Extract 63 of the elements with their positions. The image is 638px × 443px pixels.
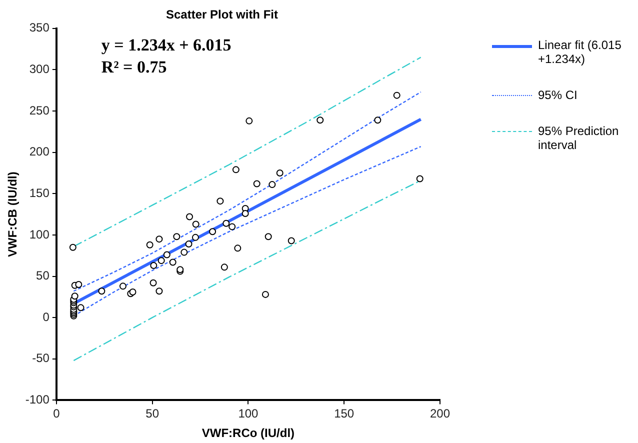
point bbox=[156, 236, 163, 243]
point bbox=[209, 228, 216, 236]
chart-title: Scatter Plot with Fit bbox=[166, 8, 278, 22]
y-axis-title: VWF:CB (IU/dl) bbox=[6, 172, 20, 257]
annotation: y = 1.234x + 6.015 bbox=[101, 35, 232, 54]
point bbox=[98, 288, 106, 295]
line-series bbox=[73, 91, 422, 292]
legend-label: Linear fit (6.015 +1.234x) bbox=[538, 38, 622, 66]
point bbox=[276, 169, 284, 176]
point bbox=[374, 116, 382, 124]
x-tick-label: 50 bbox=[146, 406, 160, 421]
point bbox=[228, 223, 236, 230]
point bbox=[180, 248, 188, 256]
point bbox=[150, 262, 158, 270]
y-tick-label: 50 bbox=[36, 268, 50, 283]
legend-label: 95% Prediction interval bbox=[538, 124, 620, 152]
point bbox=[77, 304, 84, 312]
point bbox=[69, 244, 76, 251]
point bbox=[71, 292, 78, 300]
point bbox=[222, 220, 230, 227]
point bbox=[119, 282, 126, 290]
point bbox=[268, 181, 276, 188]
point bbox=[192, 220, 200, 228]
point bbox=[173, 233, 180, 240]
y-tick-label: 300 bbox=[29, 62, 50, 76]
point bbox=[163, 251, 170, 258]
point bbox=[316, 116, 324, 124]
point bbox=[216, 198, 224, 205]
point bbox=[416, 175, 424, 182]
x-tick-label: 100 bbox=[238, 406, 259, 421]
point bbox=[264, 233, 272, 240]
point bbox=[186, 213, 194, 220]
point bbox=[246, 117, 253, 124]
y-tick-label: 200 bbox=[29, 144, 50, 159]
x-tick-label: 200 bbox=[430, 406, 450, 421]
point bbox=[234, 244, 242, 252]
point bbox=[242, 210, 249, 217]
x-tick-label: 150 bbox=[334, 406, 354, 421]
point bbox=[192, 234, 199, 241]
y-tick-label: 150 bbox=[29, 186, 50, 200]
point bbox=[253, 180, 260, 188]
y-tick-label: -50 bbox=[32, 351, 50, 366]
point bbox=[232, 166, 240, 174]
point bbox=[158, 257, 165, 264]
point bbox=[262, 290, 269, 298]
point bbox=[169, 258, 176, 266]
x-axis-title: VWF:RCo (IU/dl) bbox=[202, 426, 295, 440]
point bbox=[185, 240, 192, 248]
point bbox=[150, 279, 157, 286]
point bbox=[146, 241, 154, 248]
y-tick-label: 350 bbox=[29, 20, 50, 35]
y-tick-label: 0 bbox=[42, 310, 50, 324]
y-tick-label: 250 bbox=[29, 103, 50, 118]
point bbox=[220, 264, 228, 271]
point bbox=[156, 288, 163, 295]
annotation: R² = 0.75 bbox=[101, 57, 167, 76]
point bbox=[393, 92, 400, 99]
legend-label: 95% CI bbox=[538, 88, 578, 102]
x-tick-label: 0 bbox=[53, 406, 60, 421]
y-tick-label: 100 bbox=[29, 227, 50, 242]
y-tick-label: -100 bbox=[25, 392, 50, 407]
point bbox=[288, 237, 295, 244]
point bbox=[75, 281, 82, 288]
